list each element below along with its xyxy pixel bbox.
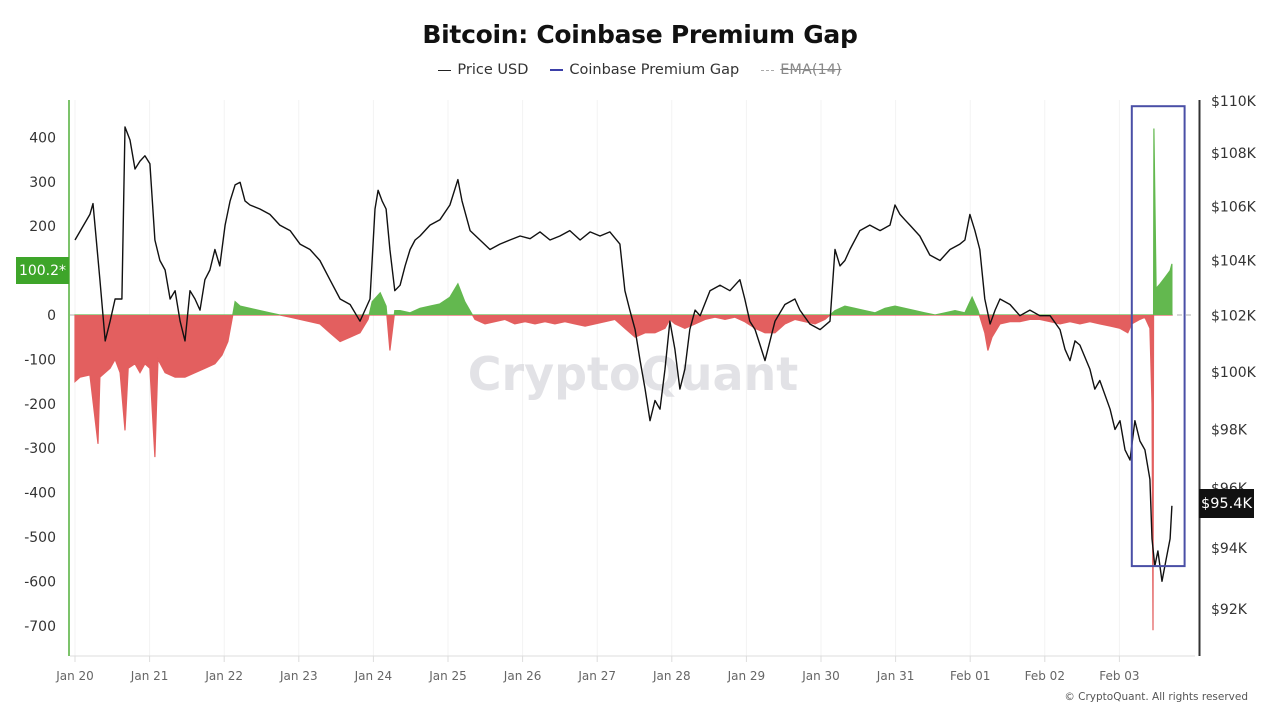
x-axis-tick-label: Jan 26 [503, 669, 542, 683]
x-axis-tick-label: Jan 30 [801, 669, 840, 683]
x-axis-tick-label: Jan 20 [55, 669, 94, 683]
left-axis-tick-label: -100 [24, 352, 56, 368]
x-axis-tick-label: Jan 23 [279, 669, 318, 683]
legend-item-premium-gap[interactable]: Coinbase Premium Gap [550, 62, 739, 78]
x-axis-tick-label: Jan 31 [876, 669, 915, 683]
legend-label-price: Price USD [457, 62, 529, 78]
left-axis-tick-label: -500 [24, 530, 56, 546]
right-axis-tick-label: $100K [1211, 365, 1257, 381]
left-axis-tick-label: -300 [24, 441, 56, 457]
legend-label-ema: EMA(14) [780, 62, 842, 78]
copyright-text: © CryptoQuant. All rights reserved [1064, 691, 1248, 703]
chart-title: Bitcoin: Coinbase Premium Gap [422, 20, 858, 49]
x-axis-tick-label: Jan 25 [428, 669, 467, 683]
chart-legend: Price USD Coinbase Premium Gap EMA(14) [0, 62, 1280, 78]
right-axis-tick-label: $98K [1211, 422, 1248, 438]
legend-label-premium-gap: Coinbase Premium Gap [569, 62, 740, 78]
x-axis-tick-label: Jan 24 [354, 669, 393, 683]
left-axis-tick-label: 400 [29, 130, 56, 146]
current-gap-value-badge: 100.2* [16, 257, 69, 284]
price-line-swatch-icon [438, 69, 452, 71]
right-axis-tick-label: $92K [1211, 602, 1248, 618]
premium-gap-negative-area [74, 315, 1173, 631]
price-usd-line [74, 126, 1173, 582]
right-axis-tick-label: $110K [1211, 94, 1257, 110]
right-axis-tick-label: $106K [1211, 199, 1257, 215]
left-axis-tick-label: -200 [24, 397, 56, 413]
right-axis-tick-label: $104K [1211, 254, 1257, 270]
highlight-box [1130, 105, 1186, 568]
legend-item-price[interactable]: Price USD [438, 62, 528, 78]
premium-gap-line-swatch-icon [550, 69, 564, 71]
left-axis-tick-label: -400 [24, 486, 56, 502]
legend-item-ema[interactable]: EMA(14) [761, 62, 842, 78]
right-axis-tick-label: $102K [1211, 309, 1257, 325]
current-price-badge: $95.4K [1199, 489, 1254, 518]
x-axis-tick-label: Feb 02 [1025, 669, 1065, 683]
left-axis-tick-label: -700 [24, 619, 56, 635]
x-axis-tick-label: Feb 03 [1099, 669, 1139, 683]
x-axis-tick-label: Jan 27 [577, 669, 616, 683]
watermark-text: CryptoQuant [468, 347, 799, 401]
right-axis-tick-label: $108K [1211, 146, 1257, 162]
left-axis-tick-label: 200 [29, 219, 56, 235]
left-axis-tick-label: 0 [47, 308, 56, 324]
ema-line-swatch-icon [761, 69, 775, 71]
left-axis-tick-label: -600 [24, 574, 56, 590]
x-axis-tick-label: Jan 21 [130, 669, 169, 683]
x-axis-tick-label: Jan 22 [204, 669, 243, 683]
right-axis-tick-label: $94K [1211, 541, 1248, 557]
left-axis-tick-label: 300 [29, 175, 56, 191]
x-axis-tick-label: Feb 01 [950, 669, 990, 683]
x-axis-tick-label: Jan 29 [727, 669, 766, 683]
x-axis-tick-label: Jan 28 [652, 669, 691, 683]
